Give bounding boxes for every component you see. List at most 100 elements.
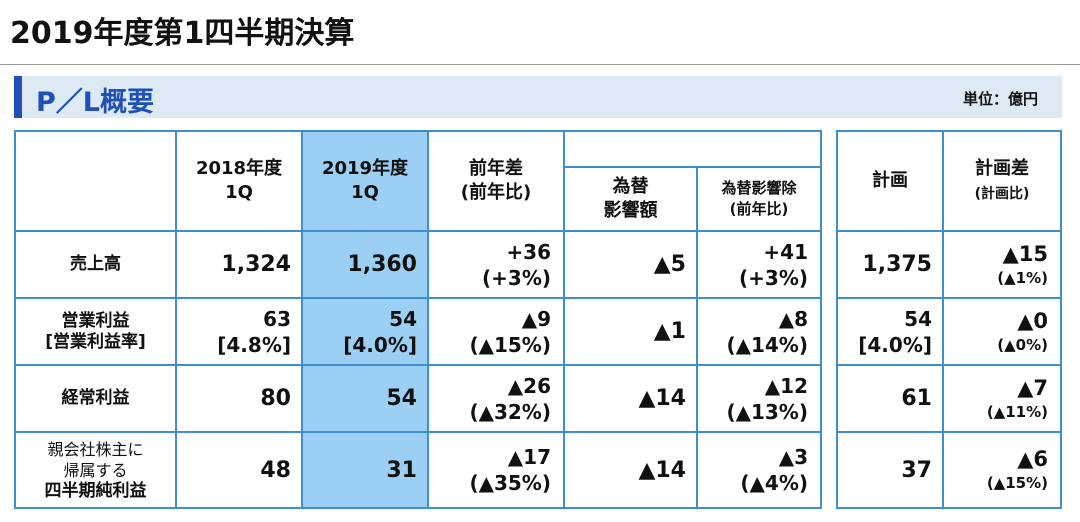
- plan-row-sales: 1,375 ▲15 (▲1%): [836, 230, 1062, 299]
- cell-operating-income-ex-fx-value: ▲8: [778, 306, 808, 331]
- header-ex-fx: 為替影響除 (前年比): [696, 166, 822, 232]
- cell-sales-yoy: +36 (+3%): [427, 230, 565, 299]
- cell-ordinary-income-ex-fx: ▲12 (▲13%): [696, 364, 822, 433]
- header-yoy: 前年差 (前年比): [427, 130, 565, 232]
- cell-sales-ex-fx-value: +41: [763, 239, 808, 264]
- header-fx-impact: 為替 影響額: [563, 166, 698, 232]
- cell-ordinary-income-yoy: ▲26 (▲32%): [427, 364, 565, 433]
- cell-net-income-yoy-pct: (▲35%): [469, 471, 551, 495]
- header-empty-cell: [14, 130, 177, 232]
- cell-net-income-plan-diff-value: ▲6: [1017, 447, 1048, 471]
- table-row-net-income: 親会社株主に 帰属する 四半期純利益 48 31 ▲17 (▲35%) ▲14 …: [14, 431, 822, 509]
- cell-sales-yoy-value: +36: [506, 239, 551, 264]
- cell-ordinary-income-plan-diff-pct: (▲11%): [986, 402, 1048, 421]
- row-label-net-income: 親会社株主に 帰属する 四半期純利益: [14, 431, 177, 509]
- row-label-net-income-line3: 四半期純利益: [44, 480, 147, 501]
- header-fy2018-line1: 2018年度: [195, 158, 283, 179]
- cell-net-income-yoy-value: ▲17: [507, 445, 551, 469]
- row-label-ordinary-income: 経常利益: [14, 364, 177, 433]
- cell-operating-income-fy2019-value: 54: [389, 306, 417, 331]
- header-ex-fx-line2: (前年比): [729, 200, 789, 218]
- section-header-bar: [14, 76, 1062, 118]
- cell-sales-ex-fx: +41 (+3%): [696, 230, 822, 299]
- plan-comparison-table: 計画 計画差 (計画比) 1,375 ▲15 (▲1%) 54 [4.0%] ▲…: [836, 130, 1062, 509]
- cell-ordinary-income-yoy-pct: (▲32%): [469, 399, 551, 424]
- cell-operating-income-plan-diff-value: ▲0: [1017, 308, 1048, 333]
- plan-row-ordinary-income: 61 ▲7 (▲11%): [836, 364, 1062, 433]
- header-fx-group: [564, 130, 822, 168]
- cell-operating-income-plan-diff: ▲0 (▲0%): [942, 297, 1062, 366]
- row-label-sales-text: 売上高: [70, 254, 121, 274]
- cell-operating-income-fy2018-value: 63: [263, 306, 291, 331]
- plan-row-operating-income: 54 [4.0%] ▲0 (▲0%): [836, 297, 1062, 366]
- cell-net-income-ex-fx-pct: (▲4%): [740, 471, 808, 495]
- row-label-net-income-line2: 帰属する: [63, 460, 128, 480]
- cell-net-income-ex-fx-value: ▲3: [778, 445, 808, 469]
- cell-operating-income-fy2018: 63 [4.8%]: [175, 297, 303, 366]
- cell-operating-income-plan-margin: [4.0%]: [858, 332, 932, 357]
- cell-operating-income-plan-diff-pct: (▲0%): [997, 335, 1048, 354]
- header-fx-impact-line1: 為替: [612, 176, 649, 197]
- page-title: 2019年度第1四半期決算: [10, 16, 355, 51]
- cell-ordinary-income-ex-fx-value: ▲12: [764, 373, 808, 398]
- header-ex-fx-line1: 為替影響除: [721, 179, 797, 197]
- header-plan-diff: 計画差 (計画比): [942, 130, 1062, 232]
- cell-sales-fy2018: 1,324: [175, 230, 303, 299]
- section-title: P／L概要: [36, 87, 154, 118]
- header-fy2019-line2: 1Q: [351, 182, 379, 203]
- cell-operating-income-yoy-pct: (▲15%): [469, 332, 551, 357]
- cell-net-income-fy2018: 48: [175, 431, 303, 509]
- row-label-net-income-line1: 親会社株主に: [47, 439, 144, 459]
- cell-ordinary-income-ex-fx-pct: (▲13%): [726, 399, 808, 424]
- cell-sales-plan-diff: ▲15 (▲1%): [942, 230, 1062, 299]
- header-plan-diff-line2: (計画比): [974, 186, 1030, 202]
- cell-ordinary-income-plan: 61: [836, 364, 944, 433]
- cell-net-income-yoy: ▲17 (▲35%): [427, 431, 565, 509]
- header-fy2019-line1: 2019年度: [321, 158, 409, 179]
- cell-ordinary-income-plan-diff-value: ▲7: [1017, 375, 1048, 400]
- cell-operating-income-yoy-value: ▲9: [521, 306, 551, 331]
- plan-row-net-income: 37 ▲6 (▲15%): [836, 431, 1062, 509]
- table-row-sales: 売上高 1,324 1,360 +36 (+3%) ▲5 +41 (+3%): [14, 230, 822, 299]
- cell-net-income-fx: ▲14: [563, 431, 698, 509]
- cell-net-income-plan-diff-pct: (▲15%): [986, 474, 1048, 492]
- cell-sales-plan-diff-pct: (▲1%): [997, 268, 1048, 287]
- cell-operating-income-plan-value: 54: [904, 306, 932, 331]
- header-fx-impact-line2: 影響額: [603, 200, 658, 221]
- header-yoy-line1: 前年差: [469, 158, 523, 179]
- cell-operating-income-ex-fx: ▲8 (▲14%): [696, 297, 822, 366]
- section-accent-bar: [14, 76, 22, 118]
- cell-sales-fx: ▲5: [563, 230, 698, 299]
- cell-net-income-plan-diff: ▲6 (▲15%): [942, 431, 1062, 509]
- cell-operating-income-yoy: ▲9 (▲15%): [427, 297, 565, 366]
- cell-net-income-plan: 37: [836, 431, 944, 509]
- header-fy2019: 2019年度 1Q: [301, 130, 429, 232]
- cell-operating-income-fy2019-margin: [4.0%]: [343, 332, 417, 357]
- cell-operating-income-fy2018-margin: [4.8%]: [217, 332, 291, 357]
- cell-operating-income-fy2019: 54 [4.0%]: [301, 297, 429, 366]
- cell-ordinary-income-fy2019: 54: [301, 364, 429, 433]
- cell-operating-income-fx: ▲1: [563, 297, 698, 366]
- header-fy2018: 2018年度 1Q: [175, 130, 303, 232]
- cell-net-income-fy2019: 31: [301, 431, 429, 509]
- cell-ordinary-income-fx: ▲14: [563, 364, 698, 433]
- cell-ordinary-income-yoy-value: ▲26: [507, 373, 551, 398]
- row-label-operating-income-line2: [営業利益率]: [45, 331, 146, 352]
- table-row-ordinary-income: 経常利益 80 54 ▲26 (▲32%) ▲14 ▲12 (▲13%): [14, 364, 822, 433]
- cell-sales-yoy-pct: (+3%): [482, 265, 551, 290]
- cell-sales-ex-fx-pct: (+3%): [739, 265, 808, 290]
- row-label-operating-income-line1: 営業利益: [61, 310, 130, 331]
- table-row-operating-income: 営業利益 [営業利益率] 63 [4.8%] 54 [4.0%] ▲9 (▲15…: [14, 297, 822, 366]
- cell-operating-income-ex-fx-pct: (▲14%): [726, 332, 808, 357]
- cell-sales-plan-diff-value: ▲15: [1002, 241, 1048, 266]
- header-plan: 計画: [836, 130, 944, 232]
- unit-label: 単位：億円: [962, 90, 1038, 108]
- cell-net-income-ex-fx: ▲3 (▲4%): [696, 431, 822, 509]
- header-plan-diff-line1: 計画差: [975, 158, 1029, 179]
- title-divider: [0, 64, 1080, 65]
- header-yoy-line2: (前年比): [460, 182, 532, 203]
- cell-sales-fy2019: 1,360: [301, 230, 429, 299]
- cell-ordinary-income-fy2018: 80: [175, 364, 303, 433]
- cell-operating-income-plan: 54 [4.0%]: [836, 297, 944, 366]
- cell-sales-plan: 1,375: [836, 230, 944, 299]
